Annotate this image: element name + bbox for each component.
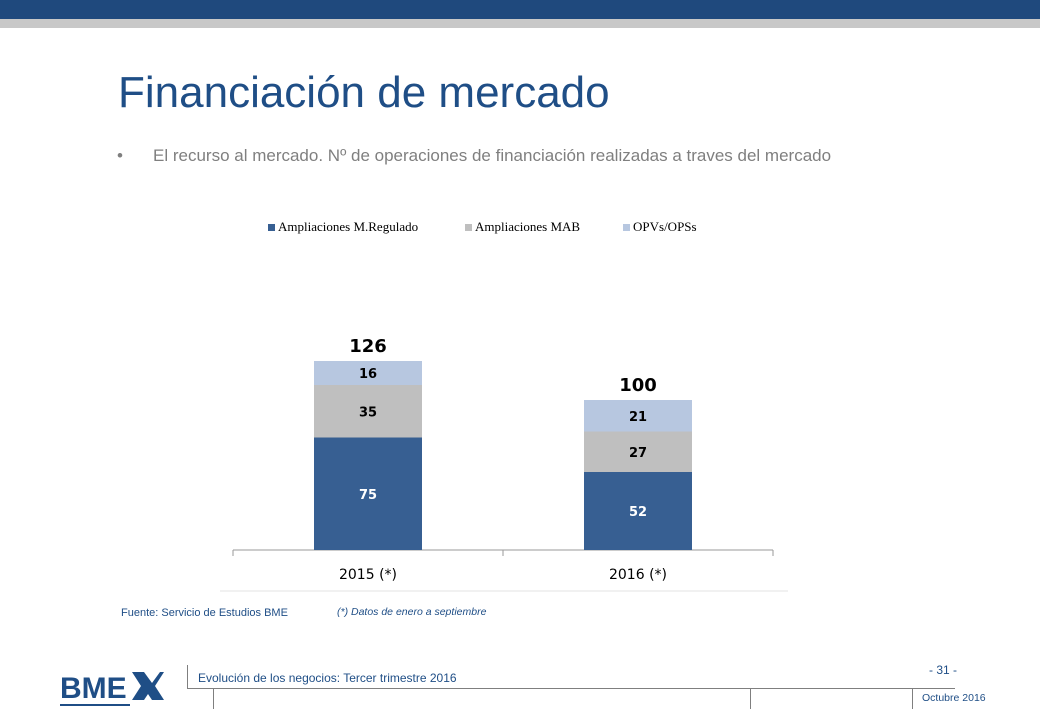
footer-divider [912, 689, 913, 709]
bar-segment [314, 361, 422, 385]
date-range-note: (*) Datos de enero a septiembre [337, 606, 487, 618]
legend-label-opv: OPVs/OPSs [633, 219, 697, 234]
legend-label-regulado: Ampliaciones M.Regulado [278, 219, 419, 234]
bar-segment [584, 400, 692, 432]
bme-logo-text: BME [60, 672, 127, 705]
bullet-marker: • [117, 146, 123, 165]
data-label: 27 [629, 446, 647, 461]
header-stripe [0, 19, 1040, 28]
slide-title: Financiación de mercado [118, 68, 610, 117]
footer-subtitle: Evolución de los negocios: Tercer trimes… [198, 671, 457, 685]
stacked-bar-chart: 75 35 16 126 2015 (*) 52 27 21 100 2016 (*) [220, 336, 788, 592]
footer-divider [750, 689, 751, 709]
category-label: 2015 (*) [339, 567, 397, 583]
bar-segment [584, 472, 692, 550]
legend-swatch-mab [465, 224, 472, 231]
bme-logo-mark-icon [132, 672, 164, 700]
legend-label-mab: Ampliaciones MAB [475, 219, 581, 234]
total-label: 100 [619, 375, 657, 396]
bar-segment [314, 385, 422, 438]
footer-date: Octubre 2016 [922, 692, 986, 704]
bar-segment [584, 431, 692, 472]
total-label: 126 [349, 336, 387, 357]
source-note: Fuente: Servicio de Estudios BME [121, 607, 288, 619]
data-label: 16 [359, 367, 377, 382]
data-label: 75 [359, 488, 377, 503]
footer-divider [187, 665, 188, 689]
bme-logo: BME [60, 672, 164, 706]
data-label: 21 [629, 410, 647, 425]
data-label: 52 [629, 505, 647, 520]
header-bar [0, 0, 1040, 19]
legend-swatch-regulado [268, 224, 275, 231]
page-number: - 31 - [929, 663, 958, 677]
category-label: 2016 (*) [609, 567, 667, 583]
data-label: 35 [359, 405, 377, 420]
footer-divider [213, 689, 214, 709]
bullet-text: El recurso al mercado. Nº de operaciones… [153, 146, 832, 165]
legend-swatch-opv [623, 224, 630, 231]
bar-segment [314, 437, 422, 550]
bme-logo-tagline-bar [60, 704, 130, 706]
footer-rule [187, 688, 955, 689]
